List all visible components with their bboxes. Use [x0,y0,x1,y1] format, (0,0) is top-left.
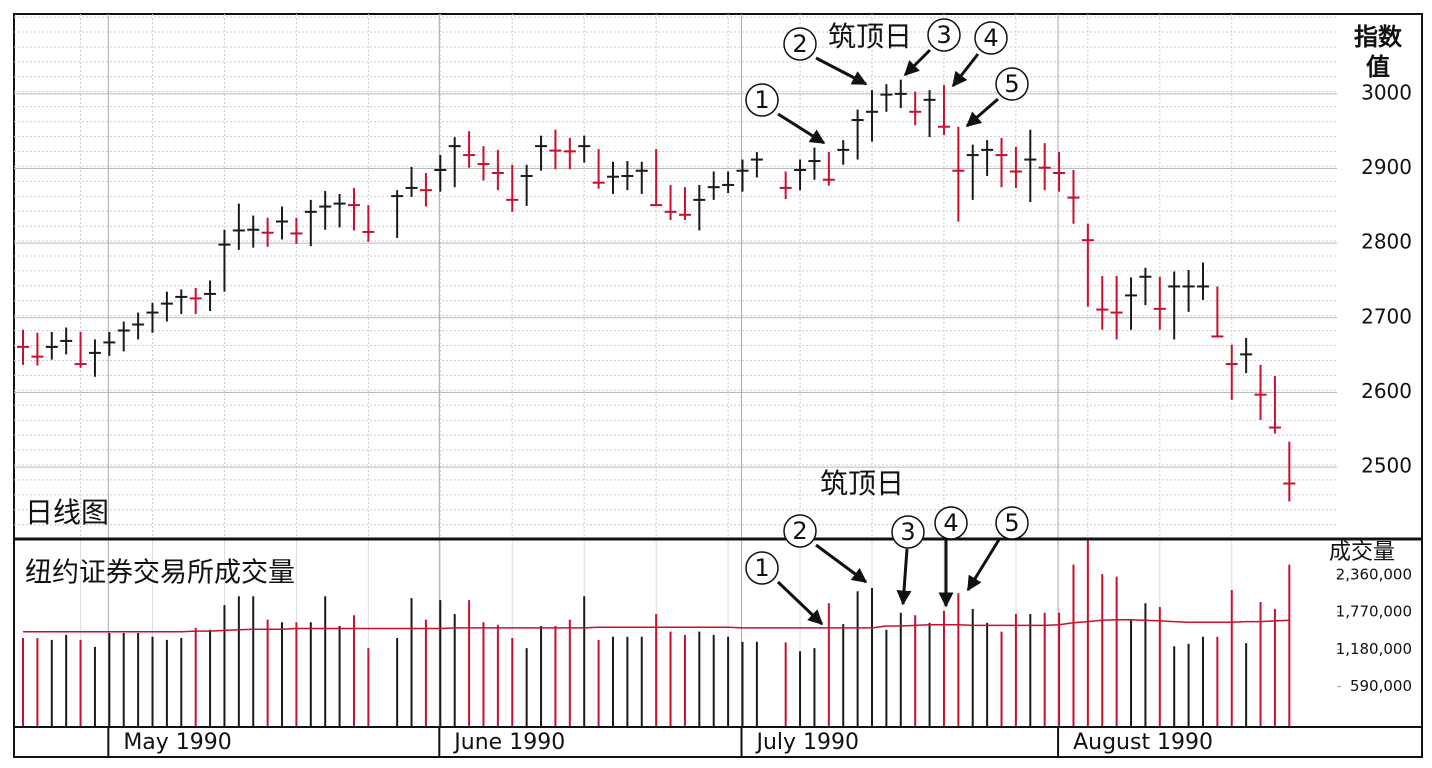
annotation-arrow [965,97,999,128]
annotation-circle [974,21,1008,55]
annotation-circle [745,551,779,585]
annotation-number: 3 [936,21,951,49]
frame [13,13,1423,758]
y-tick-label: 2800 [1361,230,1412,254]
panel-title: 纽约证券交易所成交量 [25,558,295,589]
annotation-circle [927,18,961,52]
annotation-number: 5 [1004,70,1019,98]
y-axis-label: 指数 [1354,23,1403,51]
x-tick-label: August 1990 [1073,730,1213,755]
annotation-number: 2 [792,30,807,58]
annotation-arrow [951,53,980,88]
y-tick-label: 2500 [1361,454,1412,478]
annotation-circle [783,514,817,548]
annotation-number: 2 [792,517,807,545]
annotation-number: 4 [983,24,998,52]
x-tick-label: July 1990 [755,730,860,755]
y-axis-label: 成交量 [1329,540,1395,565]
annotation-title: 筑顶日 [828,20,912,53]
volume-average [23,618,1290,633]
annotation-arrow [777,112,826,145]
y-tick-label: 590,000 [1350,677,1412,695]
annotation-number: 4 [943,509,958,537]
annotation-arrow [966,537,1002,592]
annotation-arrow [896,548,912,606]
y-tick-label: 1,770,000 [1336,603,1412,621]
panel-label: 日线图 [25,496,109,529]
y-tick-label: 1,180,000 [1336,640,1412,658]
y-tick-label: 2700 [1361,304,1412,328]
annotation-number: 1 [754,86,769,114]
annotation-arrow [815,56,868,86]
y-tick-label: 3000 [1361,80,1412,104]
y-tick-label: 2,360,000 [1336,565,1412,583]
annotation-number: 3 [900,518,915,546]
annotation-arrow [903,48,932,77]
annotation-arrow [776,580,824,626]
x-tick-label: May 1990 [123,730,231,755]
annotation-number: 1 [754,554,769,582]
annotation-circle [745,83,779,117]
annotation-circle [891,515,925,549]
annotation-circle [995,506,1029,540]
annotation-circle [783,27,817,61]
annotation-circle [995,67,1029,101]
y-tick-label: 2600 [1361,379,1412,403]
annotation-arrow [815,543,868,584]
annotation-number: 5 [1004,509,1019,537]
y-tick-label: 2900 [1361,155,1412,179]
annotation-circle [934,506,968,540]
y-axis-label: 值 [1366,53,1390,81]
x-tick-label: June 1990 [452,730,565,755]
annotation-title: 筑顶日 [820,467,904,500]
